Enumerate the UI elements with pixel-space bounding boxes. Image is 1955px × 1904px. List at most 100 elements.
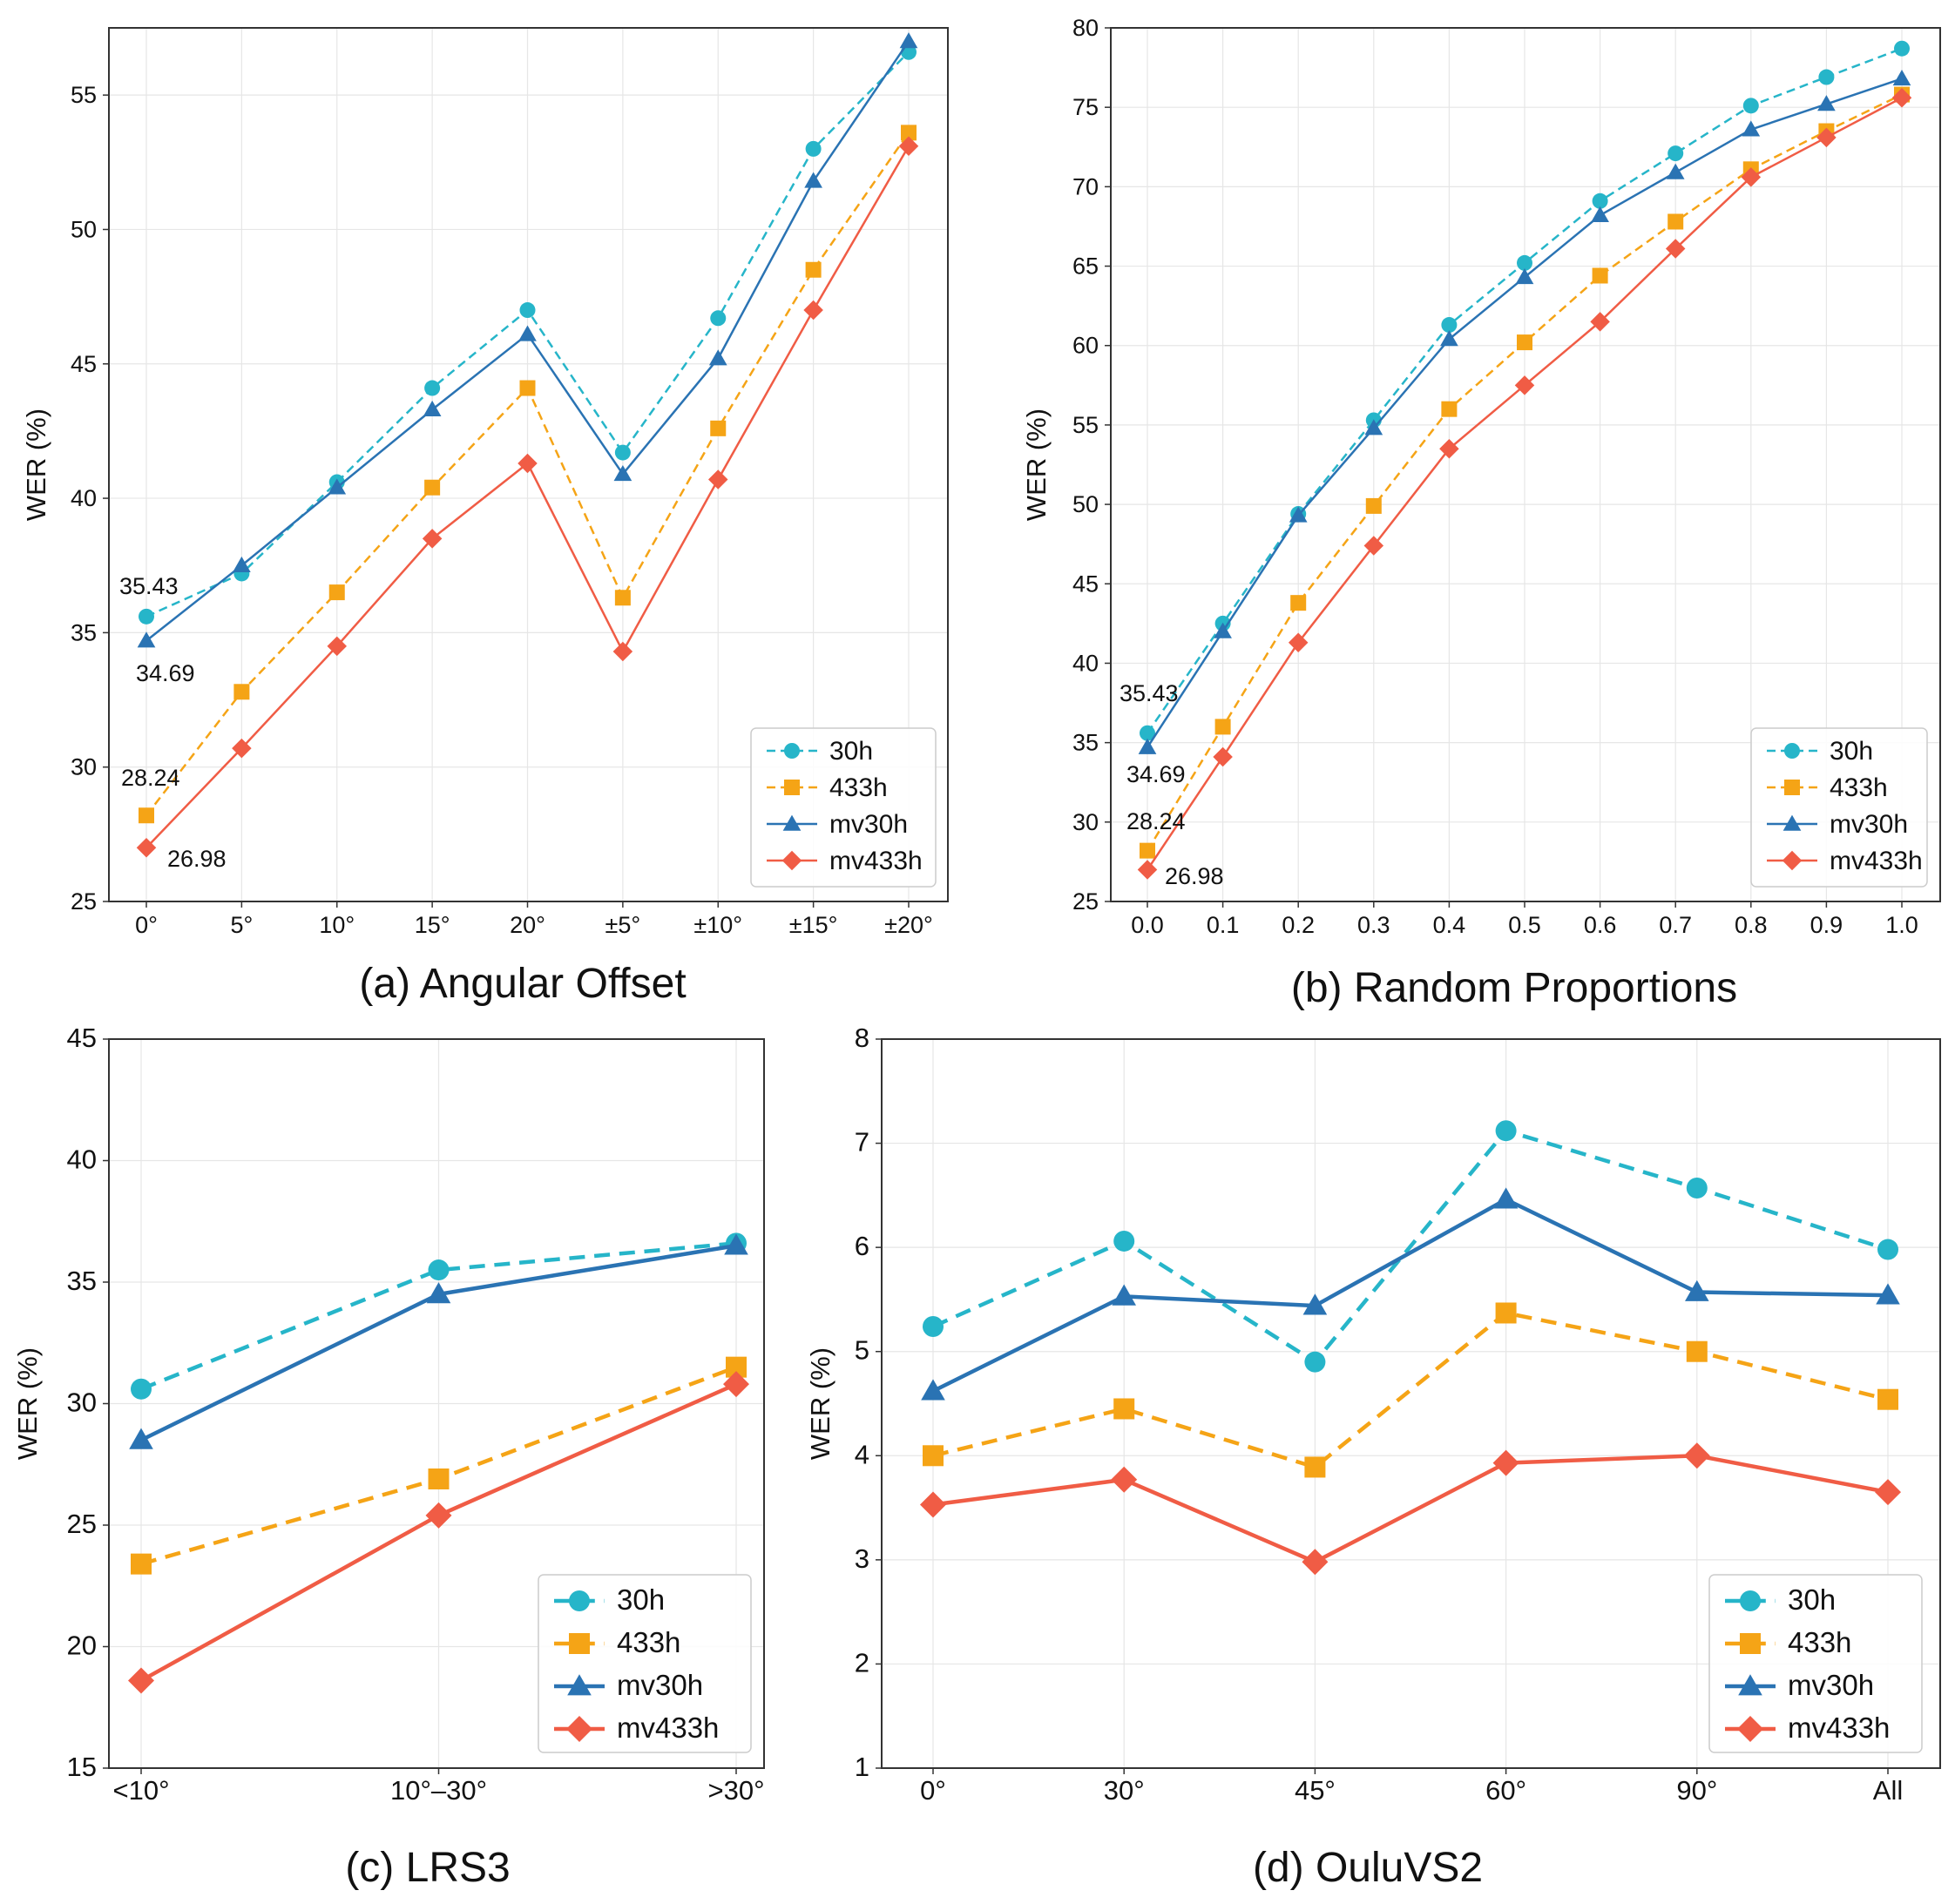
legend-label-30h: 30h (1788, 1583, 1836, 1616)
data-point-mv30h (708, 349, 727, 366)
y-tick-label: 45 (67, 1023, 97, 1053)
legend-marker-433h (784, 780, 800, 795)
data-point-433h (1686, 1340, 1708, 1362)
data-point-mv433h (1590, 312, 1610, 332)
data-point-mv30h (613, 464, 632, 482)
x-tick-label: 60° (1485, 1775, 1526, 1806)
legend-label-30h: 30h (1830, 737, 1873, 766)
data-point-mv433h (1363, 536, 1384, 556)
data-point-mv30h (1515, 267, 1534, 285)
data-point-mv433h (1137, 860, 1158, 880)
data-point-30h (1894, 40, 1910, 57)
y-tick-label: 7 (855, 1127, 869, 1158)
legend-marker-mv433h (1737, 1716, 1763, 1742)
x-tick-label: 10° (319, 912, 355, 938)
chart-caption: (c) LRS3 (345, 1845, 510, 1891)
data-point-433h (1441, 401, 1458, 417)
data-point-433h (328, 584, 345, 601)
y-tick-label: 6 (855, 1231, 869, 1261)
y-tick-label: 3 (855, 1543, 869, 1574)
data-point-433h (1290, 595, 1307, 611)
legend-label-mv433h: mv433h (617, 1712, 719, 1744)
data-point-433h (1214, 719, 1231, 735)
data-point-mv30h (1112, 1284, 1136, 1306)
data-point-433h (1517, 334, 1532, 351)
data-point-30h (1668, 145, 1684, 162)
data-point-30h (710, 310, 727, 327)
data-point-mv30h (129, 1428, 153, 1449)
legend-label-30h: 30h (617, 1583, 665, 1616)
y-tick-label: 55 (71, 82, 97, 108)
data-point-mv30h (1214, 622, 1232, 638)
data-label: 28.24 (121, 765, 180, 791)
data-point-433h (1668, 213, 1684, 230)
data-point-433h (901, 125, 917, 141)
data-point-mv30h (921, 1379, 945, 1401)
y-axis-label: WER (%) (12, 1347, 43, 1460)
x-tick-label: <10° (113, 1775, 170, 1806)
x-tick-label: ±5° (605, 912, 641, 938)
y-tick-label: 80 (1072, 15, 1099, 41)
data-point-30h (139, 608, 154, 625)
data-point-433h (1495, 1302, 1517, 1324)
plot-frame (108, 27, 949, 902)
chart-caption: (a) Angular Offset (359, 961, 686, 1007)
x-tick-label: 0.3 (1357, 912, 1390, 938)
data-label: 26.98 (1165, 863, 1224, 889)
legend-box (750, 727, 937, 888)
data-point-433h (1877, 1388, 1898, 1410)
y-tick-label: 35 (1072, 730, 1099, 756)
legend-marker-30h (1784, 743, 1800, 759)
data-point-mv433h (327, 636, 347, 657)
y-tick-label: 40 (67, 1144, 97, 1175)
data-label: 35.43 (1120, 680, 1179, 706)
data-point-mv433h (803, 300, 823, 321)
data-point-mv433h (920, 1491, 946, 1518)
chart-panel-4: 1 2 3 4 5 6 7 8 0° 30° 45° 60° 90° All WER (%) (d) Oulu… (805, 1023, 1941, 1891)
legend-marker-mv433h (1782, 850, 1803, 871)
x-tick-label: 0.9 (1810, 912, 1843, 938)
y-tick-label: 15 (67, 1752, 97, 1782)
y-tick-label: 25 (67, 1509, 97, 1539)
data-point-mv433h (1439, 439, 1459, 459)
x-tick-label: 0.4 (1433, 912, 1466, 938)
legend-marker-30h (784, 743, 800, 759)
data-label: 28.24 (1126, 808, 1186, 834)
legend-marker-433h (569, 1633, 590, 1654)
y-tick-label: 75 (1072, 94, 1099, 120)
y-tick-label: 40 (1072, 650, 1099, 676)
data-point-mv30h (1493, 1187, 1519, 1209)
data-point-30h (131, 1378, 152, 1400)
data-point-mv30h (1742, 120, 1761, 137)
data-point-30h (1495, 1120, 1517, 1142)
y-tick-label: 30 (71, 754, 97, 780)
series-line-433h (932, 1311, 1889, 1469)
y-tick-label: 65 (1072, 253, 1099, 280)
data-point-mv30h (1138, 738, 1157, 754)
data-point-mv433h (1288, 632, 1309, 652)
data-point-mv433h (518, 453, 538, 474)
x-tick-label: 0.0 (1131, 912, 1164, 938)
legend-label-mv433h: mv433h (1788, 1712, 1890, 1744)
data-label: 34.69 (1126, 761, 1186, 787)
data-point-mv30h (1440, 330, 1458, 347)
x-tick-label: 10°–30° (390, 1775, 487, 1806)
chart-panel-3: 15 20 25 30 35 40 45 <10° 10°–30° >30° WER (%) (c) … (12, 1023, 765, 1891)
data-point-mv433h (1683, 1442, 1710, 1469)
data-point-mv30h (1289, 506, 1308, 523)
y-tick-label: 30 (67, 1387, 97, 1418)
data-point-mv30h (899, 32, 918, 49)
y-tick-label: 35 (71, 619, 97, 645)
data-point-mv433h (128, 1667, 154, 1694)
data-point-433h (1365, 497, 1382, 514)
data-point-30h (923, 1316, 944, 1338)
x-tick-label: 15° (415, 912, 450, 938)
data-point-30h (428, 1259, 450, 1281)
data-point-433h (131, 1553, 152, 1575)
data-label: 35.43 (119, 573, 179, 599)
y-tick-label: 4 (855, 1439, 869, 1469)
plot-frame (881, 1038, 1941, 1769)
y-tick-label: 40 (71, 485, 97, 511)
x-tick-label: 0.2 (1282, 912, 1315, 938)
legend-label-mv30h: mv30h (617, 1669, 703, 1701)
